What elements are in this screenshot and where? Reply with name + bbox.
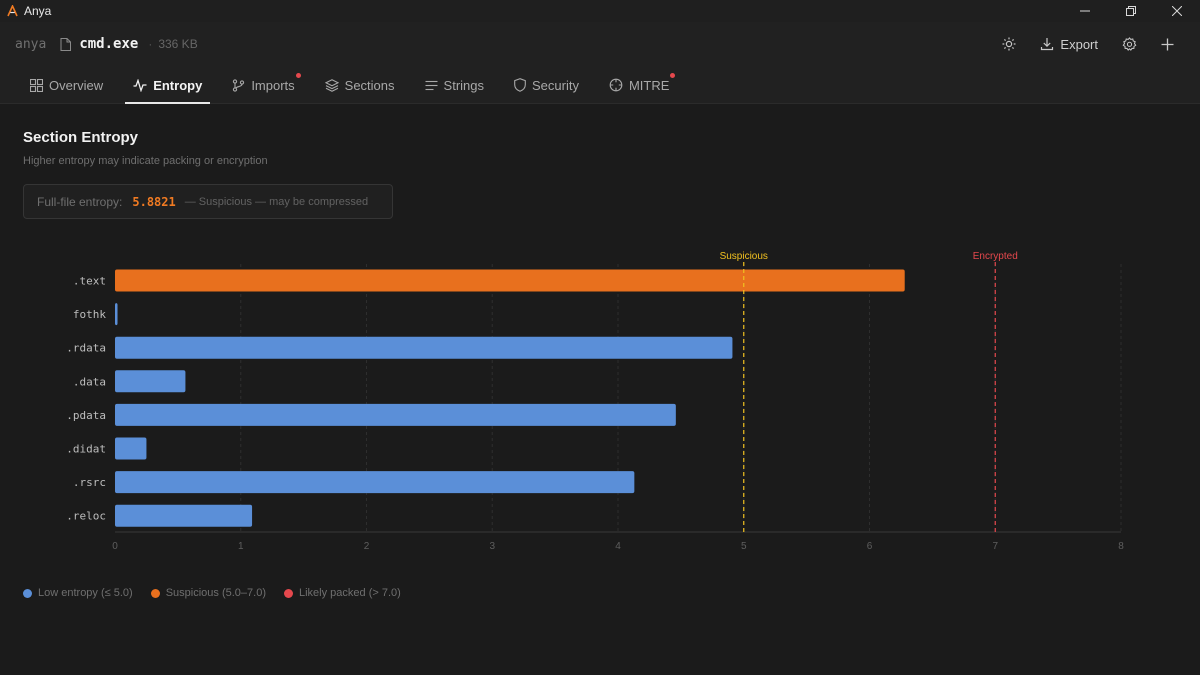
target-icon (609, 78, 623, 92)
export-label: Export (1060, 36, 1098, 52)
minimize-button[interactable] (1062, 0, 1108, 22)
entropy-bar-chart: 0 1 2 3 4 5 6 7 8 .text fothk .rdata .data .pdata .did… (66, 251, 1124, 552)
x-tick-label: 4 (615, 541, 621, 552)
entropy-bar (115, 437, 147, 460)
x-tick-label: 8 (1118, 541, 1124, 552)
branch-icon (233, 78, 245, 92)
sun-icon (1002, 37, 1016, 51)
x-tick-label: 6 (867, 541, 873, 552)
section-label: .pdata (66, 409, 106, 422)
full-entropy-label: Full-file entropy: (37, 194, 123, 209)
entropy-bar (115, 303, 118, 326)
legend-item-suspicious: Suspicious (5.0–7.0) (150, 587, 266, 599)
tab-imports[interactable]: Imports (224, 66, 302, 104)
close-button[interactable] (1154, 0, 1200, 22)
legend-label: Likely packed (> 7.0) (298, 587, 401, 599)
section-label: .rdata (66, 342, 106, 355)
tab-mitre[interactable]: MITRE (601, 66, 677, 104)
shield-icon (514, 78, 526, 92)
x-tick-label: 2 (364, 541, 370, 552)
theme-toggle-button[interactable] (990, 29, 1028, 59)
full-entropy-value: 5.8821 (132, 194, 176, 209)
new-tab-button[interactable] (1148, 29, 1186, 59)
x-tick-label: 0 (112, 541, 118, 552)
close-icon (1172, 6, 1182, 16)
x-tick-label: 3 (489, 541, 495, 552)
plus-icon (1161, 38, 1173, 50)
file-header: anya cmd.exe 336 KB Export (0, 22, 1200, 66)
legend-label: Suspicious (5.0–7.0) (165, 587, 266, 599)
tab-overview[interactable]: Overview (22, 66, 111, 104)
section-label: .didat (66, 443, 106, 456)
export-button[interactable]: Export (1028, 29, 1110, 59)
download-icon (1041, 38, 1054, 51)
pulse-icon (133, 78, 147, 92)
grid-icon (30, 78, 43, 92)
app-logo-icon (6, 5, 18, 17)
chart-legend: Low entropy (≤ 5.0) Suspicious (5.0–7.0)… (23, 587, 401, 599)
legend-dot (283, 588, 293, 598)
full-file-entropy-box: Full-file entropy: 5.8821 — Suspicious —… (23, 184, 393, 219)
tab-label: Security (532, 77, 579, 93)
lines-icon (425, 80, 438, 90)
page-subtitle: Higher entropy may indicate packing or e… (23, 155, 268, 167)
file-icon (58, 37, 72, 51)
minimize-icon (1080, 10, 1090, 12)
tab-label: MITRE (628, 77, 670, 93)
threshold-label: Suspicious (720, 251, 768, 262)
tab-security[interactable]: Security (506, 66, 587, 104)
settings-button[interactable] (1110, 29, 1148, 59)
file-name: cmd.exe (79, 36, 139, 52)
x-tick-label: 7 (992, 541, 998, 552)
section-label: fothk (73, 308, 106, 321)
tab-label: Imports (251, 77, 295, 93)
legend-label: Low entropy (≤ 5.0) (38, 587, 133, 599)
restore-button[interactable] (1108, 0, 1154, 22)
tab-label: Overview (49, 77, 104, 93)
legend-item-packed: Likely packed (> 7.0) (283, 587, 401, 599)
layers-icon (324, 78, 339, 92)
x-tick-label: 5 (741, 541, 747, 552)
notification-dot (670, 73, 676, 78)
tab-label: Entropy (153, 77, 203, 93)
gear-icon (1122, 36, 1136, 51)
section-label: .reloc (66, 510, 106, 523)
entropy-bar (115, 403, 676, 426)
title-bar: Anya (0, 0, 1200, 22)
notification-dot (295, 73, 301, 78)
entropy-bar (115, 504, 253, 527)
threshold-label: Encrypted (973, 251, 1018, 262)
entropy-bar (115, 336, 733, 359)
section-label: .text (73, 275, 106, 288)
project-name: anya (15, 36, 47, 52)
section-label: .data (73, 375, 106, 388)
tab-strings[interactable]: Strings (417, 66, 492, 104)
legend-item-low: Low entropy (≤ 5.0) (23, 587, 133, 599)
app-name: Anya (24, 4, 52, 18)
section-label: .rsrc (73, 476, 106, 489)
legend-dot (150, 588, 160, 598)
entropy-bar (115, 471, 635, 494)
tab-entropy[interactable]: Entropy (125, 66, 211, 104)
full-entropy-note: — Suspicious — may be compressed (184, 195, 369, 208)
legend-dot (23, 588, 32, 598)
x-tick-label: 1 (238, 541, 244, 552)
file-size: 336 KB (148, 37, 197, 51)
entropy-bar (115, 370, 186, 393)
restore-icon (1126, 6, 1136, 16)
tab-bar: Overview Entropy Imports Sections String… (0, 66, 1200, 104)
entropy-bar (115, 269, 905, 292)
tab-label: Sections (344, 77, 395, 93)
tab-label: Strings (443, 77, 484, 93)
tab-sections[interactable]: Sections (317, 66, 403, 104)
page-title: Section Entropy (23, 129, 139, 146)
